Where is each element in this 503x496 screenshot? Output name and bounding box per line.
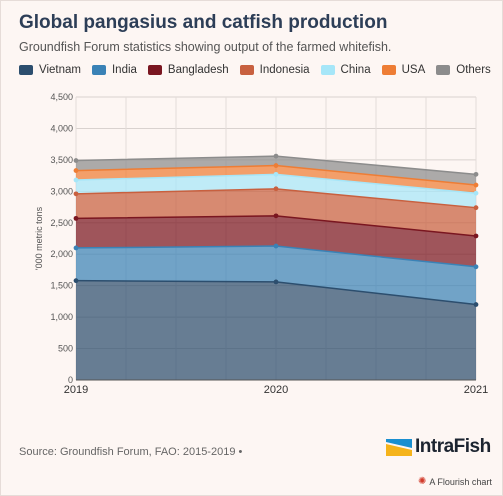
- point-bangladesh: [473, 233, 479, 239]
- intrafish-logo-icon: [386, 438, 412, 456]
- area-china: [76, 174, 476, 208]
- point-indonesia: [273, 186, 279, 192]
- legend-label: Others: [456, 64, 491, 76]
- point-india: [473, 264, 479, 270]
- chart-legend: Vietnam India Bangladesh Indonesia China…: [19, 63, 502, 77]
- area-others: [76, 156, 476, 186]
- y-tick-label: 3,000: [50, 186, 73, 196]
- point-indonesia: [473, 205, 479, 211]
- legend-label: USA: [401, 64, 426, 76]
- area-indonesia: [76, 188, 476, 236]
- source-note: Source: Groundfish Forum, FAO: 2015-2019…: [19, 446, 242, 458]
- point-others: [273, 153, 279, 159]
- point-india: [273, 243, 279, 249]
- point-india: [73, 245, 79, 251]
- legend-swatch: [239, 65, 254, 75]
- legend-swatch: [19, 65, 33, 75]
- y-tick-label: 4,500: [50, 92, 73, 102]
- point-usa: [273, 163, 279, 168]
- y-tick-label: 0: [68, 375, 73, 385]
- point-china: [473, 190, 479, 196]
- flourish-text: A Flourish chart: [429, 476, 492, 487]
- area-india: [76, 246, 476, 305]
- legend-item-china[interactable]: China: [320, 64, 371, 76]
- area-bangladesh: [76, 215, 476, 267]
- area-vietnam: [76, 280, 476, 380]
- x-tick-label: 2020: [264, 384, 288, 396]
- y-tick-label: 2,500: [50, 218, 73, 228]
- point-bangladesh: [273, 213, 279, 219]
- y-tick-label: 4,000: [50, 123, 73, 133]
- point-bangladesh: [73, 215, 79, 221]
- chart-title: Global pangasius and catfish production: [19, 12, 388, 33]
- y-tick-label: 500: [58, 344, 73, 354]
- legend-item-india[interactable]: India: [91, 64, 137, 76]
- legend-item-vietnam[interactable]: Vietnam: [19, 64, 81, 76]
- y-tick-label: 1,000: [50, 312, 73, 322]
- y-axis-label: '000 metric tons: [34, 206, 44, 270]
- source-text: Source: Groundfish Forum, FAO: 2015-2019: [19, 446, 236, 458]
- point-others: [73, 158, 79, 163]
- y-tick-label: 3,500: [50, 155, 73, 165]
- flourish-logo-icon: ✺: [418, 476, 427, 487]
- legend-item-usa[interactable]: USA: [381, 64, 426, 76]
- point-china: [273, 171, 279, 177]
- y-tick-label: 2,000: [50, 249, 73, 259]
- chart-subtitle: Groundfish Forum statistics showing outp…: [19, 40, 392, 54]
- legend-label: Bangladesh: [167, 64, 229, 76]
- point-vietnam: [73, 278, 79, 284]
- legend-label: Vietnam: [39, 64, 81, 76]
- source-dot: •: [238, 446, 243, 458]
- legend-swatch: [320, 65, 335, 75]
- legend-swatch: [147, 65, 162, 75]
- legend-label: India: [111, 64, 137, 76]
- point-usa: [473, 182, 479, 188]
- brand-logo[interactable]: IntraFish: [386, 436, 491, 458]
- legend-swatch: [436, 65, 451, 75]
- area-usa: [76, 165, 476, 194]
- legend-label: Indonesia: [259, 64, 310, 76]
- flourish-attribution[interactable]: ✺ A Flourish chart: [418, 476, 492, 487]
- brand-name: IntraFish: [415, 436, 491, 457]
- legend-swatch: [381, 65, 396, 75]
- point-vietnam: [473, 302, 479, 307]
- point-indonesia: [73, 191, 79, 197]
- legend-swatch: [91, 65, 106, 75]
- point-usa: [73, 168, 79, 173]
- point-vietnam: [273, 279, 279, 285]
- y-tick-label: 1,500: [50, 281, 73, 291]
- x-tick-label: 2019: [64, 384, 88, 396]
- point-others: [473, 171, 479, 177]
- legend-label: China: [340, 64, 371, 76]
- x-tick-label: 2021: [464, 384, 488, 396]
- legend-item-bangladesh[interactable]: Bangladesh: [147, 64, 229, 76]
- legend-item-others[interactable]: Others: [436, 64, 491, 76]
- legend-item-indonesia[interactable]: Indonesia: [239, 64, 310, 76]
- point-china: [73, 177, 79, 183]
